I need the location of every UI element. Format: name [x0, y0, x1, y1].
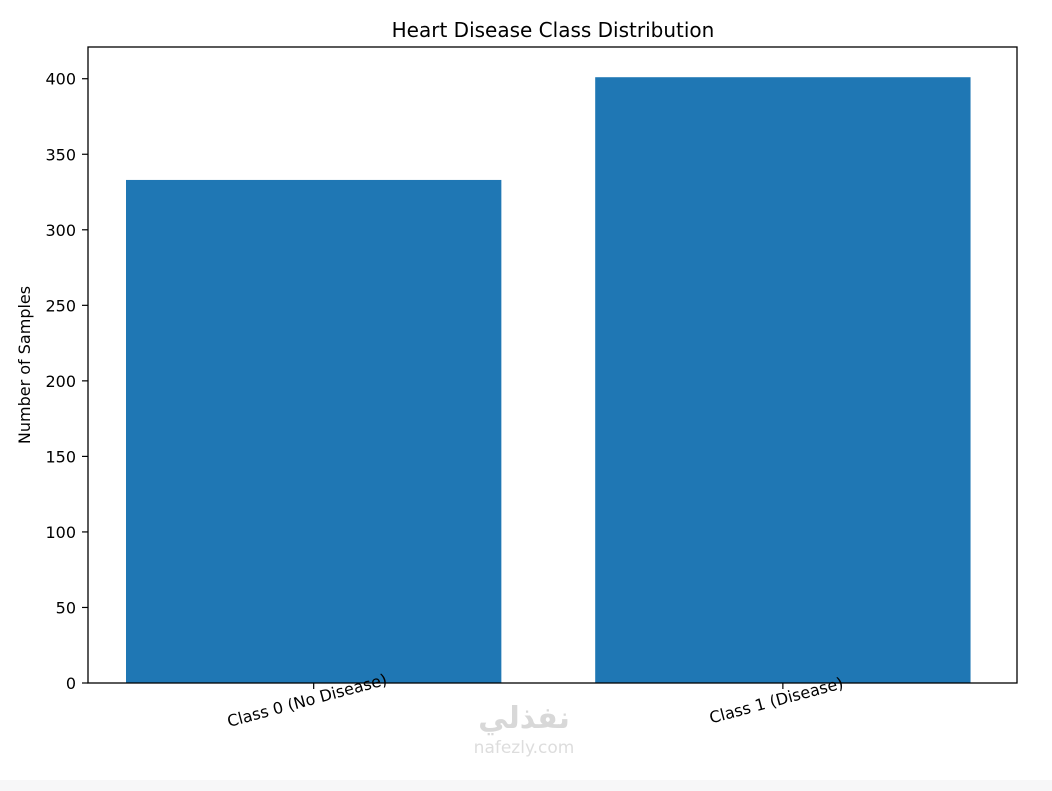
- y-tick-label: 150: [45, 447, 76, 466]
- y-tick-label: 200: [45, 372, 76, 391]
- bar-1: [595, 77, 971, 684]
- watermark-site: nafezly.com: [473, 738, 575, 758]
- bars-group: [126, 77, 971, 684]
- y-tick-label: 50: [56, 598, 76, 617]
- chart-title: Heart Disease Class Distribution: [392, 18, 715, 42]
- nafezly-logo-icon: نفذلي: [478, 701, 570, 736]
- y-tick-label: 250: [45, 296, 76, 315]
- y-tick-label: 100: [45, 523, 76, 542]
- y-tick-label: 400: [45, 70, 76, 89]
- plot-frame: [87, 46, 1018, 684]
- y-axis-label: Number of Samples: [15, 286, 34, 444]
- bar-0: [126, 179, 502, 683]
- watermark: نفذلي nafezly.com: [454, 700, 594, 758]
- y-tick-label: 0: [66, 674, 76, 693]
- y-tick-label: 350: [45, 145, 76, 164]
- y-ticks-group: 0 50 100 150 200 250 300 350 400: [45, 70, 88, 693]
- bottom-strip: [0, 780, 1052, 791]
- y-tick-label: 300: [45, 221, 76, 240]
